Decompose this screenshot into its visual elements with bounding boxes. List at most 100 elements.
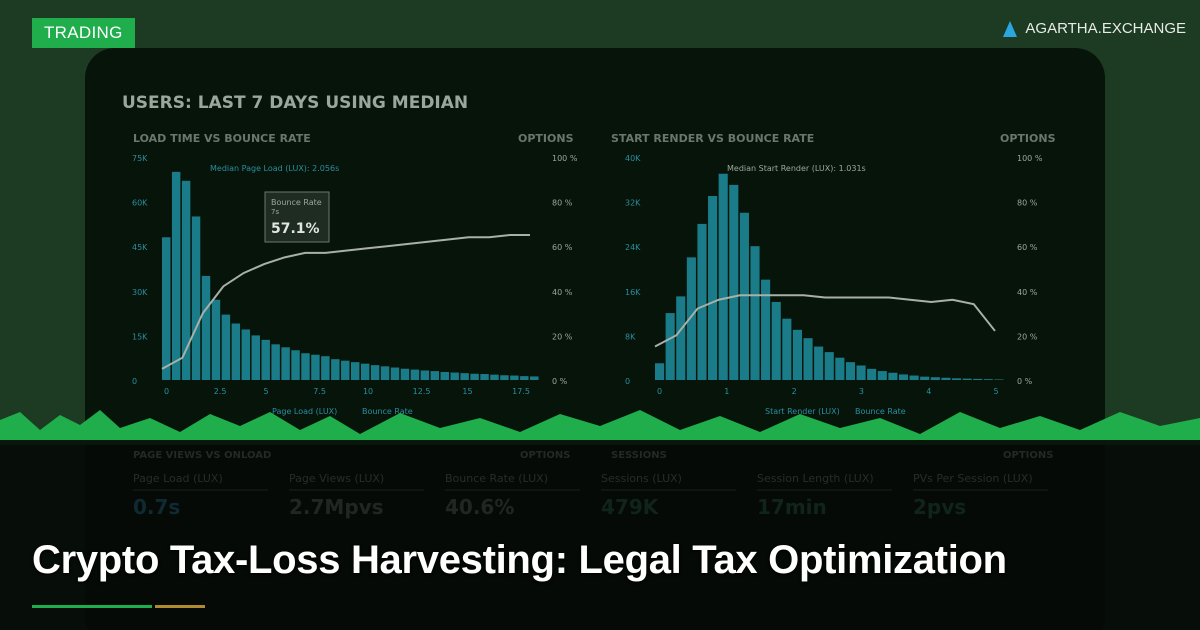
histogram-bar: [708, 196, 718, 380]
y2-tick: 60 %: [552, 243, 573, 252]
histogram-bar: [321, 356, 330, 380]
histogram-bar: [835, 357, 845, 380]
y2-tick: 0 %: [1017, 377, 1033, 386]
x-tick: 0: [657, 387, 662, 396]
y-tick: 16K: [625, 288, 641, 297]
x-tick: 10: [363, 387, 373, 396]
y2-tick: 100 %: [552, 154, 578, 163]
right-chart-title: START RENDER VS BOUNCE RATE: [611, 132, 814, 145]
y-tick: 8K: [625, 332, 636, 341]
histogram-bar: [898, 374, 909, 380]
x-tick: 17.5: [512, 387, 530, 396]
histogram-bar: [920, 376, 930, 380]
histogram-bar: [856, 365, 866, 380]
y-tick: 24K: [625, 243, 641, 252]
green-jagged-band: [0, 410, 1200, 445]
y-tick: 0: [625, 377, 630, 386]
y2-tick: 40 %: [1017, 288, 1038, 297]
histogram-bar: [782, 318, 792, 380]
y2-tick: 40 %: [552, 288, 573, 297]
x-tick: 2.5: [214, 387, 227, 396]
histogram-bar: [360, 363, 370, 380]
section-title: OPTIONS: [1003, 450, 1053, 461]
y2-tick: 20 %: [552, 332, 573, 341]
metric-value: 40.6%: [445, 495, 514, 519]
histogram-bar: [824, 352, 834, 380]
brand-logo[interactable]: AGARTHA.EXCHANGE: [1003, 20, 1186, 37]
histogram-bar: [803, 338, 813, 380]
histogram-bar: [460, 373, 469, 380]
legend-entry: Bounce Rate: [855, 407, 906, 416]
histogram-bar: [530, 376, 539, 380]
histogram-bar: [400, 368, 410, 380]
histogram-bar: [655, 363, 665, 380]
section-title: PAGE VIEWS VS ONLOAD: [133, 450, 271, 461]
histogram-bar: [301, 353, 310, 380]
histogram-bar: [450, 372, 459, 380]
bounce-rate-line: [161, 234, 530, 370]
histogram-bar: [420, 370, 430, 380]
brand-name: AGARTHA.EXCHANGE: [1025, 20, 1186, 37]
left-options: OPTIONS: [518, 132, 574, 145]
metric-label: Bounce Rate (LUX): [445, 472, 548, 485]
title-underline-green: [32, 605, 152, 608]
x-tick: 15: [462, 387, 472, 396]
histogram-bar: [440, 371, 449, 380]
histogram-bar: [888, 372, 898, 380]
histogram-bar: [761, 279, 771, 380]
histogram-bar: [231, 323, 241, 380]
y2-tick: 20 %: [1017, 332, 1038, 341]
histogram-bar: [510, 375, 519, 380]
histogram-bar: [311, 354, 320, 380]
histogram-bar: [331, 359, 340, 380]
histogram-bar: [191, 216, 201, 380]
category-badge[interactable]: TRADING: [32, 18, 135, 48]
y2-tick: 0 %: [552, 377, 568, 386]
histogram-bar: [665, 313, 675, 380]
metric-value: 17min: [757, 495, 827, 519]
histogram-bar: [739, 212, 749, 380]
y-tick: 32K: [625, 199, 641, 208]
section-title: OPTIONS: [520, 450, 570, 461]
histogram-bar: [962, 378, 972, 380]
histogram-bar: [792, 329, 802, 380]
section-title: SESSIONS: [611, 450, 667, 461]
histogram-bar: [718, 173, 728, 380]
histogram-bar: [877, 371, 887, 380]
metric-label: Sessions (LUX): [601, 472, 682, 485]
y2-tick: 100 %: [1017, 154, 1043, 163]
title-underline-gold: [155, 605, 205, 608]
metric-value: 479K: [601, 495, 660, 519]
y-tick: 40K: [625, 154, 641, 163]
tooltip-sub: 7s: [271, 208, 279, 216]
histogram-bar: [390, 367, 400, 380]
tooltip-label: Bounce Rate: [271, 198, 322, 207]
x-tick: 7.5: [313, 387, 326, 396]
y-tick: 30K: [132, 288, 148, 297]
x-tick: 0: [164, 387, 169, 396]
histogram-bar: [951, 378, 962, 380]
metric-label: PVs Per Session (LUX): [913, 472, 1033, 485]
histogram-bar: [771, 301, 781, 380]
left-median: Median Page Load (LUX): 2.056s: [210, 164, 339, 173]
metric-label: Page Load (LUX): [133, 472, 223, 485]
y2-tick: 60 %: [1017, 243, 1038, 252]
histogram-bar: [697, 223, 707, 380]
histogram-bar: [930, 377, 940, 380]
metric-value: 0.7s: [133, 495, 180, 519]
histogram-bar: [370, 365, 380, 380]
x-tick: 3: [859, 387, 864, 396]
y2-tick: 80 %: [1017, 199, 1038, 208]
y-tick: 0: [132, 377, 137, 386]
legend-entry: Bounce Rate: [362, 407, 413, 416]
y-tick: 60K: [132, 199, 148, 208]
histogram-bar: [994, 379, 1004, 380]
histogram-bar: [867, 368, 877, 380]
dashboard-heading: USERS: LAST 7 DAYS USING MEDIAN: [122, 93, 468, 113]
histogram-bar: [430, 371, 440, 380]
histogram-bar: [281, 347, 290, 380]
histogram-bar: [221, 314, 231, 380]
histogram-bar: [410, 369, 420, 380]
histogram-bar: [181, 180, 191, 380]
